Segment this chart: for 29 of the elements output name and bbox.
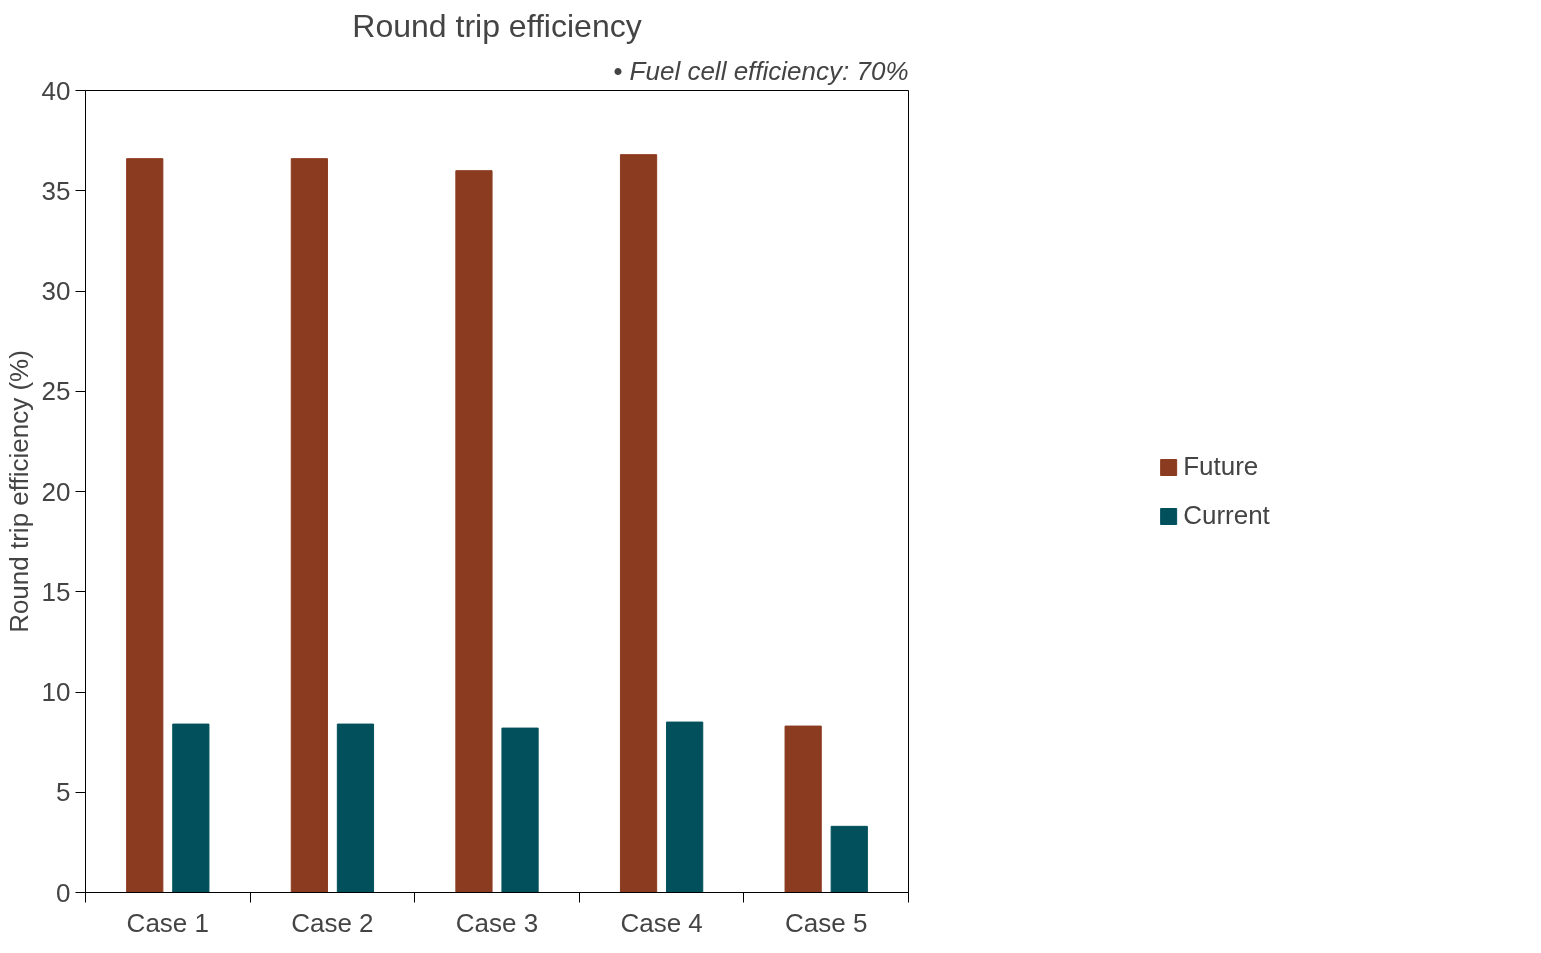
x-tick-label: Case 4 (620, 907, 703, 938)
bar (455, 170, 493, 893)
chart-title: Round trip efficiency (352, 7, 642, 44)
bar (619, 154, 658, 893)
legend-label: Current (1183, 500, 1270, 531)
y-tick-label: 5 (56, 777, 71, 808)
bar (501, 727, 539, 893)
y-tick-label: 0 (56, 877, 71, 908)
x-tick-label: Case 5 (785, 907, 868, 938)
x-tick-label: Case 3 (455, 907, 539, 938)
y-axis-title: Round trip efficiency (%) (3, 350, 34, 633)
y-tick-label: 25 (41, 376, 71, 407)
bar (784, 725, 822, 893)
y-tick-label: 20 (41, 476, 71, 507)
y-tick-label: 40 (41, 75, 71, 106)
x-tick-label: Case 2 (291, 907, 374, 938)
legend-label: Future (1183, 451, 1259, 482)
y-tick-label: 15 (41, 576, 71, 607)
x-tick-label: Case 1 (126, 907, 209, 938)
bar (290, 158, 328, 893)
y-tick-label: 30 (41, 276, 71, 306)
bar (336, 723, 375, 893)
y-tick-label: 10 (41, 677, 71, 707)
text: • Fuel cell efficiency: 70% (613, 55, 909, 86)
bar (126, 158, 164, 893)
y-tick-label: 35 (41, 175, 71, 206)
bar (666, 721, 704, 893)
bar (172, 723, 210, 893)
bar (830, 825, 868, 893)
